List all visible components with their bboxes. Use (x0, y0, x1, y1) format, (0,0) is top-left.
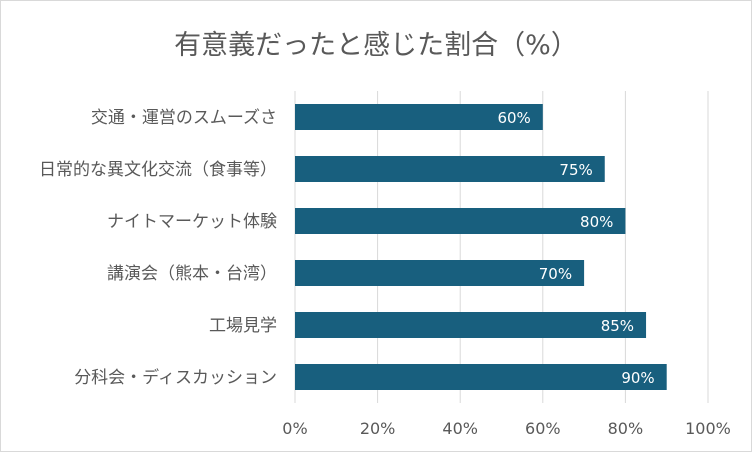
data-label: 85% (601, 317, 634, 335)
category-label: 日常的な異文化交流（食事等） (39, 160, 277, 180)
category-label: 分科会・ディスカッション (74, 367, 277, 388)
x-tick-label: 20% (360, 419, 396, 438)
x-tick-label: 100% (685, 419, 731, 438)
bar (295, 364, 667, 390)
bar (295, 156, 605, 182)
bar (295, 312, 647, 338)
category-label: 工場見学 (209, 316, 277, 336)
x-tick-label: 60% (525, 419, 561, 438)
data-label: 75% (559, 161, 592, 179)
data-label: 80% (580, 213, 613, 231)
category-label: 講演会（熊本・台湾） (107, 264, 277, 284)
bar (295, 104, 543, 130)
data-label: 60% (497, 109, 530, 127)
bar (295, 208, 626, 234)
chart-title: 有意義だったと感じた割合（%） (174, 30, 578, 61)
bar (295, 260, 585, 286)
x-tick-label: 0% (282, 419, 307, 438)
data-label: 90% (621, 369, 654, 387)
data-label: 70% (539, 265, 572, 283)
x-tick-label: 80% (608, 419, 644, 438)
category-label: ナイトマーケット体験 (107, 212, 277, 232)
x-tick-label: 40% (442, 419, 478, 438)
category-label: 交通・運営のスムーズさ (91, 108, 277, 128)
